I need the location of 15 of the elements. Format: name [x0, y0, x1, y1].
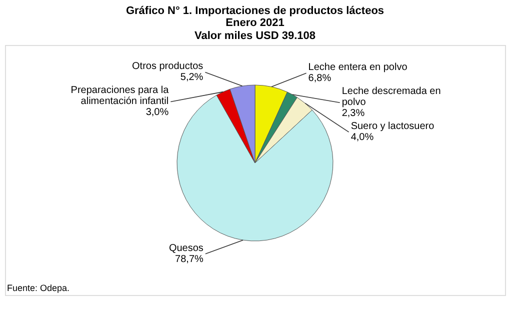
- data-label: 78,7%: [175, 254, 204, 265]
- data-label: 2,3%: [342, 108, 365, 120]
- source-note: Fuente: Odepa.: [7, 283, 70, 293]
- chart-title: Gráfico N° 1. Importaciones de productos lácteos: [126, 5, 384, 17]
- data-label: 3,0%: [146, 107, 169, 118]
- slice-label: Quesos: [168, 242, 204, 254]
- data-label: 4,0%: [350, 132, 374, 144]
- slice-label: Suero y lactosuero: [350, 121, 435, 132]
- chart-subtitle: Enero 2021 Valor miles USD 39.108: [194, 17, 316, 42]
- data-label: 5,2%: [180, 72, 204, 84]
- data-label: 6,8%: [308, 73, 332, 84]
- slice-label: Otros productos: [132, 61, 204, 72]
- slice-label: Preparaciones para la alimentación infantil: [70, 85, 170, 108]
- slice-label: Leche entera en polvo: [308, 62, 408, 74]
- slice-label: Leche descremada en polvo: [342, 86, 441, 108]
